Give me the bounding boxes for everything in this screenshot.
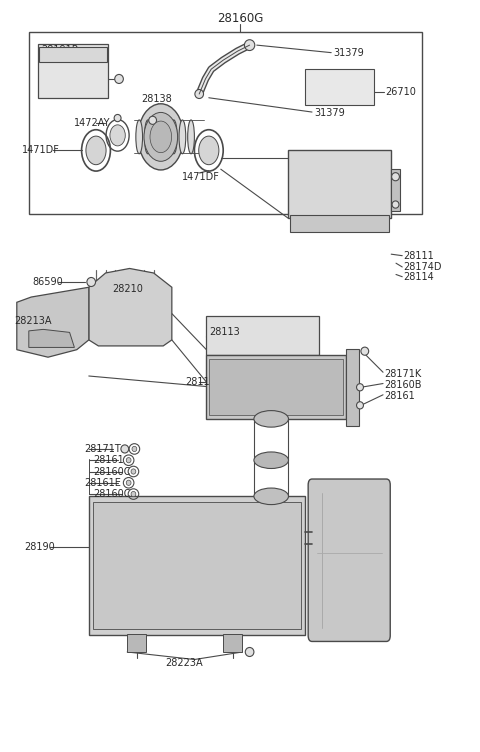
Polygon shape: [89, 268, 172, 346]
Bar: [127, 634, 146, 652]
FancyBboxPatch shape: [38, 44, 108, 98]
Ellipse shape: [144, 112, 178, 162]
Ellipse shape: [115, 74, 123, 83]
Text: 1471DF: 1471DF: [22, 145, 60, 156]
FancyBboxPatch shape: [288, 150, 391, 218]
Ellipse shape: [87, 277, 96, 287]
Ellipse shape: [254, 452, 288, 468]
Bar: [209, 359, 343, 415]
Text: 28171T: 28171T: [84, 444, 121, 454]
Text: 28161: 28161: [384, 391, 415, 402]
Ellipse shape: [126, 481, 131, 486]
Ellipse shape: [149, 117, 156, 124]
Ellipse shape: [357, 384, 363, 391]
Ellipse shape: [136, 120, 143, 154]
Ellipse shape: [150, 121, 172, 153]
Ellipse shape: [131, 469, 136, 475]
Ellipse shape: [188, 120, 194, 154]
Ellipse shape: [110, 125, 125, 146]
Ellipse shape: [245, 647, 254, 656]
Text: 28160B: 28160B: [384, 380, 421, 390]
Ellipse shape: [144, 120, 151, 154]
Text: 28112: 28112: [185, 377, 216, 387]
Ellipse shape: [170, 120, 177, 154]
Ellipse shape: [86, 136, 106, 165]
Bar: [29, 32, 422, 214]
Ellipse shape: [132, 446, 137, 451]
Text: 28160C: 28160C: [94, 489, 131, 499]
Text: 1472AY: 1472AY: [74, 118, 111, 129]
Text: 28174D: 28174D: [403, 262, 442, 272]
Text: 28171K: 28171K: [384, 368, 421, 379]
Ellipse shape: [162, 120, 168, 154]
Ellipse shape: [153, 120, 160, 154]
Ellipse shape: [179, 120, 186, 154]
Ellipse shape: [254, 411, 288, 427]
Text: 28114: 28114: [403, 271, 434, 282]
Ellipse shape: [138, 104, 184, 170]
Bar: [93, 502, 301, 629]
Bar: [223, 634, 242, 652]
Ellipse shape: [244, 40, 255, 50]
Text: 28191R: 28191R: [41, 44, 78, 55]
Text: 28161E: 28161E: [84, 478, 121, 488]
Bar: [206, 355, 346, 419]
Text: 28160G: 28160G: [217, 12, 263, 26]
Ellipse shape: [195, 89, 204, 99]
Ellipse shape: [361, 347, 369, 355]
Ellipse shape: [121, 445, 129, 453]
Text: 86590: 86590: [33, 277, 63, 287]
FancyBboxPatch shape: [39, 47, 107, 62]
Ellipse shape: [254, 488, 288, 505]
Text: 28223A: 28223A: [166, 658, 203, 669]
Ellipse shape: [131, 492, 136, 496]
Text: 28160C: 28160C: [94, 466, 131, 477]
Text: 28210: 28210: [112, 284, 143, 294]
Ellipse shape: [199, 136, 219, 165]
Text: 28113: 28113: [209, 327, 240, 338]
Text: 31379: 31379: [334, 47, 364, 58]
Text: 28111: 28111: [403, 250, 434, 261]
Text: 31379: 31379: [314, 108, 345, 118]
Ellipse shape: [392, 173, 399, 180]
Ellipse shape: [114, 114, 121, 122]
Bar: [346, 349, 359, 426]
Bar: [391, 169, 400, 211]
Text: 28213A: 28213A: [14, 316, 52, 326]
Text: 1471DF: 1471DF: [182, 171, 220, 182]
Text: 28138: 28138: [142, 94, 172, 105]
Bar: [206, 316, 319, 355]
Bar: [89, 496, 305, 635]
Ellipse shape: [392, 201, 399, 208]
Polygon shape: [29, 329, 74, 347]
Bar: [290, 215, 389, 232]
Text: 28161: 28161: [94, 455, 124, 465]
Polygon shape: [17, 287, 89, 357]
Text: 28190: 28190: [24, 542, 55, 553]
Bar: [305, 69, 374, 105]
Text: 26710: 26710: [385, 87, 416, 98]
Ellipse shape: [126, 457, 131, 462]
Ellipse shape: [357, 402, 363, 409]
FancyBboxPatch shape: [308, 479, 390, 641]
